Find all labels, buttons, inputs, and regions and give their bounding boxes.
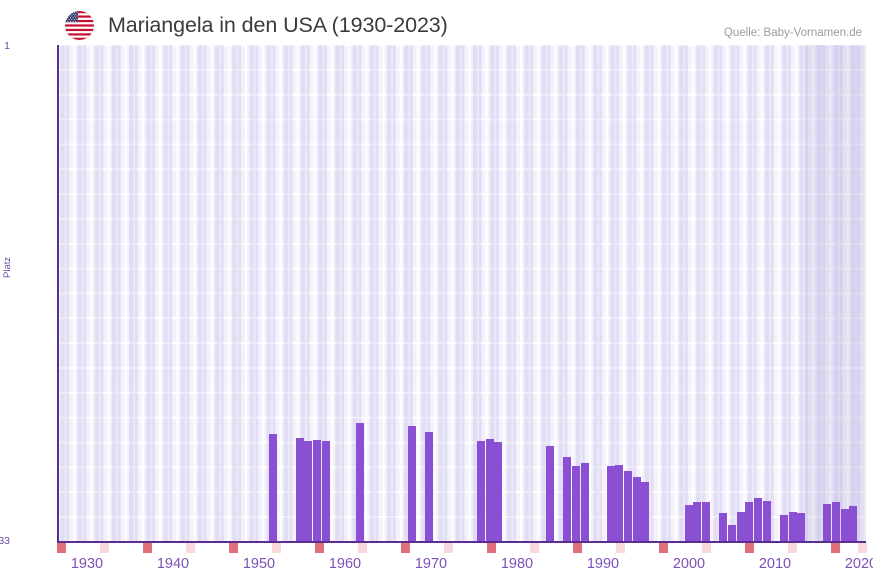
usa-flag-icon bbox=[65, 11, 94, 40]
x-axis-tick-label: 1950 bbox=[242, 556, 276, 572]
grid-column-bands bbox=[57, 45, 866, 542]
x-axis-tick-minor bbox=[186, 543, 195, 553]
bar[interactable] bbox=[762, 501, 771, 542]
x-axis-tick-minor bbox=[530, 543, 539, 553]
bar[interactable] bbox=[580, 463, 589, 542]
bar[interactable] bbox=[745, 502, 754, 542]
bar[interactable] bbox=[408, 426, 417, 542]
bar[interactable] bbox=[615, 465, 624, 542]
x-axis-tick-minor bbox=[858, 543, 867, 553]
x-axis-tick-minor bbox=[358, 543, 367, 553]
bar[interactable] bbox=[313, 440, 322, 542]
bar[interactable] bbox=[606, 466, 615, 542]
x-axis-tick-label: 1960 bbox=[328, 556, 362, 572]
x-axis-tick-minor bbox=[444, 543, 453, 553]
bar[interactable] bbox=[321, 441, 330, 542]
x-axis-tick-label: 1930 bbox=[70, 556, 104, 572]
bar[interactable] bbox=[849, 506, 858, 542]
bar[interactable] bbox=[485, 439, 494, 542]
bar[interactable] bbox=[304, 441, 313, 542]
x-axis-tick-major bbox=[143, 543, 152, 553]
bar[interactable] bbox=[832, 502, 841, 542]
x-axis-tick-major bbox=[573, 543, 582, 553]
bar[interactable] bbox=[780, 515, 789, 542]
source-attribution: Quelle: Baby-Vornamen.de bbox=[723, 27, 862, 39]
bar-series bbox=[57, 45, 866, 542]
y-axis-tick-bottom: 17633 bbox=[0, 535, 10, 547]
chart-header: Mariangela in den USA (1930-2023) Quelle… bbox=[0, 0, 873, 44]
x-axis-tick-label: 2020 bbox=[844, 556, 873, 572]
x-axis-ticks bbox=[57, 543, 867, 553]
x-axis-tick-major bbox=[315, 543, 324, 553]
x-axis-tick-major bbox=[401, 543, 410, 553]
bar[interactable] bbox=[719, 513, 728, 542]
bar[interactable] bbox=[269, 434, 278, 542]
x-axis-tick-minor bbox=[100, 543, 109, 553]
bar[interactable] bbox=[546, 446, 555, 542]
y-axis-title: Platz bbox=[2, 256, 13, 278]
bar[interactable] bbox=[840, 509, 849, 542]
x-axis-line bbox=[57, 541, 866, 543]
projection-shaded-region bbox=[805, 45, 866, 542]
bar[interactable] bbox=[494, 442, 503, 542]
x-axis-tick-major bbox=[487, 543, 496, 553]
x-axis-tick-label: 1970 bbox=[414, 556, 448, 572]
x-axis-tick-label: 2000 bbox=[672, 556, 706, 572]
bar[interactable] bbox=[563, 457, 572, 542]
bar[interactable] bbox=[632, 477, 641, 542]
x-axis-tick-minor bbox=[788, 543, 797, 553]
bar[interactable] bbox=[477, 441, 486, 542]
bar[interactable] bbox=[624, 471, 633, 542]
x-axis-tick-label: 2010 bbox=[758, 556, 792, 572]
bar[interactable] bbox=[788, 512, 797, 542]
bar[interactable] bbox=[572, 466, 581, 542]
x-axis-labels: 1930 1940 1950 1960 1970 1980 1990 2000 2010 2020 bbox=[57, 556, 873, 582]
x-axis-tick-major bbox=[745, 543, 754, 553]
x-axis-tick-label: 1980 bbox=[500, 556, 534, 572]
bar[interactable] bbox=[754, 498, 763, 542]
bar[interactable] bbox=[797, 513, 806, 542]
bar[interactable] bbox=[425, 432, 434, 542]
bar[interactable] bbox=[736, 512, 745, 542]
x-axis-tick-major bbox=[659, 543, 668, 553]
x-axis-tick-minor bbox=[616, 543, 625, 553]
x-axis-tick-major bbox=[57, 543, 66, 553]
x-axis-tick-major bbox=[831, 543, 840, 553]
y-axis-tick-top: 1 bbox=[4, 40, 10, 52]
x-axis-tick-minor bbox=[702, 543, 711, 553]
x-axis-tick-label: 1940 bbox=[156, 556, 190, 572]
bar[interactable] bbox=[356, 423, 365, 542]
x-axis-tick-major bbox=[229, 543, 238, 553]
bar[interactable] bbox=[693, 502, 702, 542]
bar[interactable] bbox=[702, 502, 711, 542]
bar[interactable] bbox=[823, 504, 832, 542]
y-axis-line bbox=[57, 45, 59, 542]
x-axis-tick-label: 1990 bbox=[586, 556, 620, 572]
page-title: Mariangela in den USA (1930-2023) bbox=[108, 13, 448, 37]
plot-area bbox=[57, 45, 866, 542]
bar[interactable] bbox=[684, 505, 693, 542]
bar[interactable] bbox=[728, 525, 737, 542]
bar[interactable] bbox=[295, 438, 304, 542]
bar[interactable] bbox=[641, 482, 650, 542]
x-axis-tick-minor bbox=[272, 543, 281, 553]
